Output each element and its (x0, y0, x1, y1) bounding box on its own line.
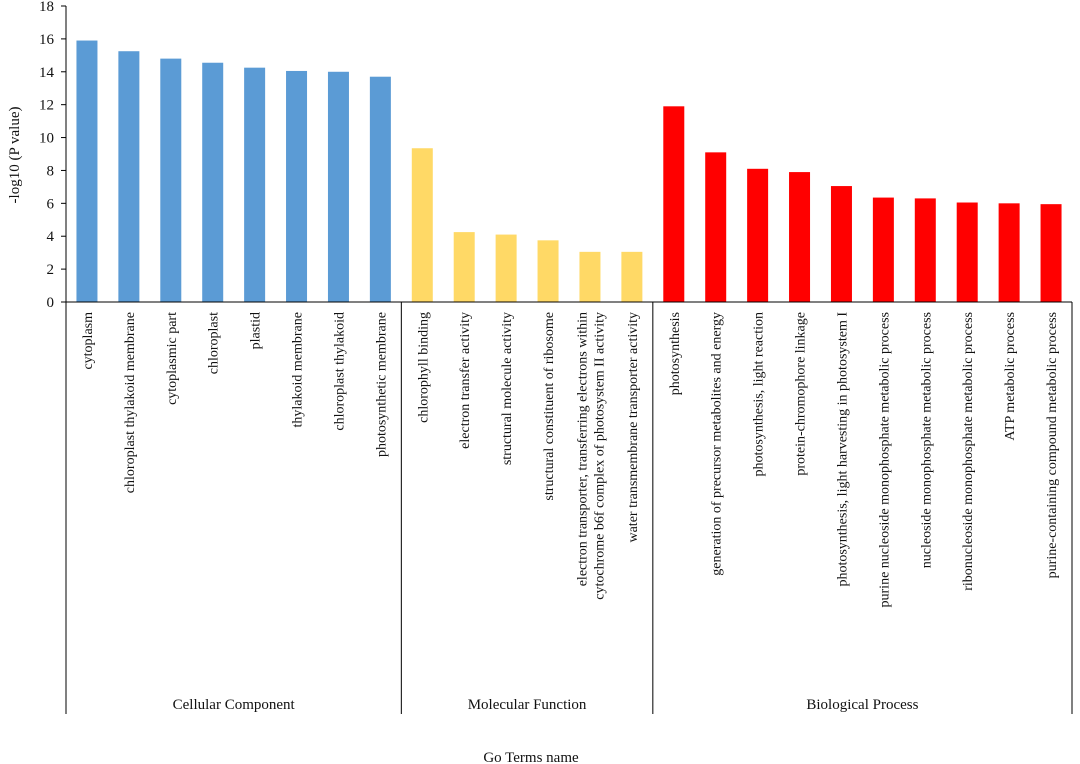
bar (495, 234, 517, 302)
y-axis-title: -log10 (P value) (7, 107, 23, 204)
bar (202, 62, 224, 302)
bar (327, 71, 349, 303)
bar-series (76, 40, 1062, 303)
bar (621, 251, 643, 302)
category-labels: cytoplasm chloroplast thylakoid membrane c… (81, 312, 1060, 608)
y-tick-label: 2 (47, 262, 55, 278)
group-label: Cellular Component (173, 697, 296, 713)
category-label: photosynthesis, light harvesting in phot… (835, 312, 850, 587)
category-label: chloroplast thylakoid (332, 312, 347, 431)
group-label: Biological Process (806, 697, 918, 713)
group-label: Molecular Function (468, 697, 587, 713)
bar (747, 168, 769, 302)
bar (411, 148, 433, 302)
bar (789, 172, 811, 302)
category-label: water transmembrane transporter activity (626, 312, 641, 543)
y-tick-label: 8 (47, 163, 55, 179)
category-label: plastid (249, 312, 264, 349)
category-label: thylakoid membrane (291, 312, 306, 427)
category-label: photosynthetic membrane (374, 312, 389, 457)
bar (663, 106, 685, 302)
category-label: photosynthesis (668, 312, 683, 395)
category-label: cytochrome b6f complex of photosystem II… (592, 312, 607, 600)
bar (579, 251, 601, 302)
bar (705, 152, 727, 302)
bar (872, 197, 894, 302)
bar (830, 186, 852, 302)
category-label: cytoplasmic part (165, 312, 180, 405)
category-label: electron transfer activity (458, 312, 473, 449)
bar (160, 58, 182, 302)
bar (286, 70, 308, 302)
category-label: generation of precursor metabolites and … (710, 312, 725, 576)
category-label: purine nucleoside monophosphate metaboli… (877, 312, 892, 607)
bar (118, 51, 140, 302)
bar (1040, 204, 1062, 302)
category-label: protein-chromophore linkage (794, 312, 809, 476)
group-brackets: Cellular Component Molecular Function Biol… (65, 302, 1073, 714)
category-label: chloroplast thylakoid membrane (123, 312, 138, 493)
category-label: electron transporter, transferring elect… (575, 312, 590, 586)
bar (244, 67, 266, 303)
y-tick-label: 12 (39, 98, 54, 114)
y-tick-label: 4 (47, 229, 55, 245)
bar (537, 240, 559, 302)
y-tick-label: 18 (39, 0, 54, 15)
y-tick-label: 10 (39, 131, 54, 147)
category-label: chlorophyll binding (416, 312, 431, 423)
category-label: ATP metabolic process (1003, 312, 1018, 441)
category-label: structural constituent of ribosome (542, 312, 557, 501)
category-label: photosynthesis, light reaction (752, 312, 767, 476)
category-label: structural molecule activity (500, 312, 515, 465)
category-label: chloroplast (207, 312, 222, 374)
category-label: nucleoside monophosphate metabolic proce… (919, 312, 934, 568)
x-axis-title: Go Terms name (483, 750, 579, 764)
y-tick-label: 6 (47, 196, 55, 212)
bar (956, 202, 978, 302)
category-label: cytoplasm (81, 312, 96, 370)
bar (998, 203, 1020, 302)
y-axis: 0 2 4 6 8 10 12 14 16 18 (39, 0, 67, 311)
y-tick-label: 0 (47, 295, 55, 311)
y-tick-label: 16 (39, 32, 55, 48)
bar (914, 198, 936, 302)
y-tick-label: 14 (39, 65, 55, 81)
category-label: ribonucleoside monophosphate metabolic p… (961, 312, 976, 591)
bar (369, 76, 391, 302)
bar (76, 40, 98, 303)
category-label: purine-containing compound metabolic pro… (1045, 312, 1060, 578)
bar (453, 232, 475, 302)
